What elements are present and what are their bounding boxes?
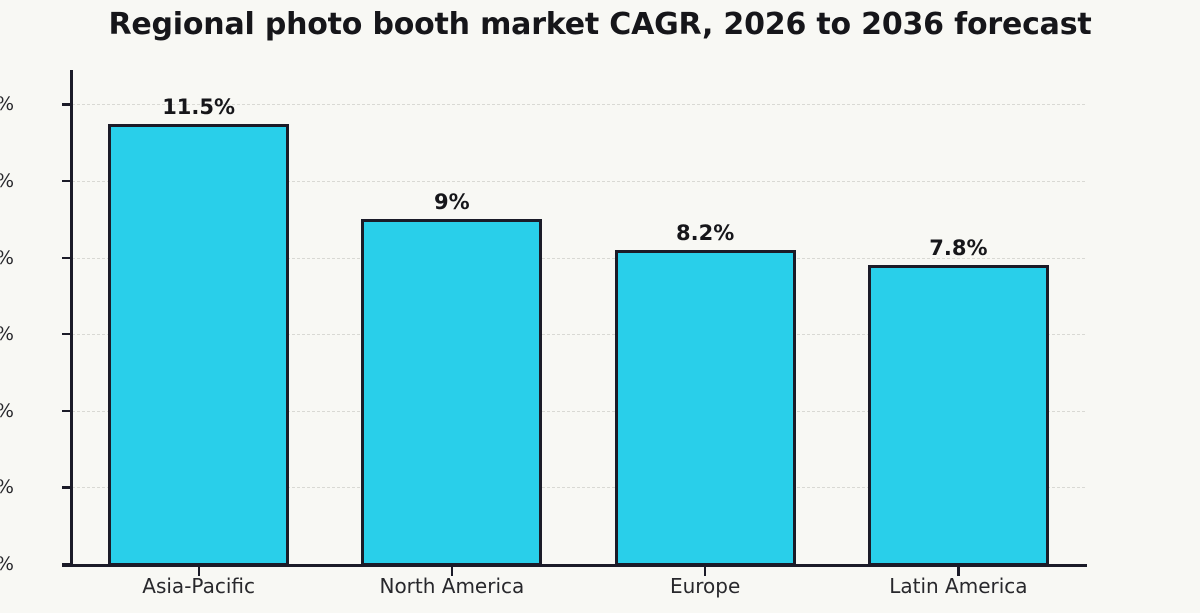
bar-value-label: 9% [434,190,470,215]
gridline [72,104,1085,106]
bar[interactable] [361,219,543,566]
gridline [72,487,1085,489]
chart-title: Regional photo booth market CAGR, 2026 t… [108,7,1092,42]
y-axis-tick-label: 4% [0,400,14,422]
x-axis-tick-label: Latin America [889,574,1028,598]
bar[interactable] [614,249,796,566]
x-axis-tick-label: Europe [669,574,741,598]
y-axis-tick-label: 2% [0,476,14,498]
x-axis-tick-label: Asia-Pacific [142,574,255,598]
y-axis-tick-mark [62,563,72,566]
y-axis-tick-label: 6% [0,323,14,345]
x-axis-spine [62,564,1087,567]
y-axis-tick-mark [62,180,72,183]
y-axis-tick-mark [62,409,72,412]
y-axis-tick-mark [62,103,72,106]
gridline [72,410,1085,412]
y-axis-spine [70,70,73,567]
bar[interactable] [108,123,290,566]
y-axis-tick-label: 12% [0,93,14,115]
x-axis-tick-mark [197,566,200,576]
gridline [72,334,1085,336]
plot-area: 11.5% 9% 8.2% 7.8% [72,70,1085,566]
y-axis-tick-label: 8% [0,247,14,269]
gridline [72,257,1085,259]
y-axis-tick-mark [62,333,72,336]
bar-value-label: 11.5% [162,94,236,119]
x-axis-tick-mark [957,566,960,576]
y-axis-tick-label: 10% [0,170,14,192]
bar[interactable] [867,265,1049,566]
x-axis-tick-mark [704,566,707,576]
y-axis-tick-label: 0% [0,553,14,575]
y-axis-tick-mark [62,256,72,259]
x-axis-tick-mark [450,566,454,576]
bar-value-label: 8.2% [676,220,735,245]
y-axis-tick-mark [62,486,72,489]
x-axis-tick-label: North America [379,574,525,598]
gridline [72,181,1085,183]
bar-value-label: 7.8% [929,236,988,261]
